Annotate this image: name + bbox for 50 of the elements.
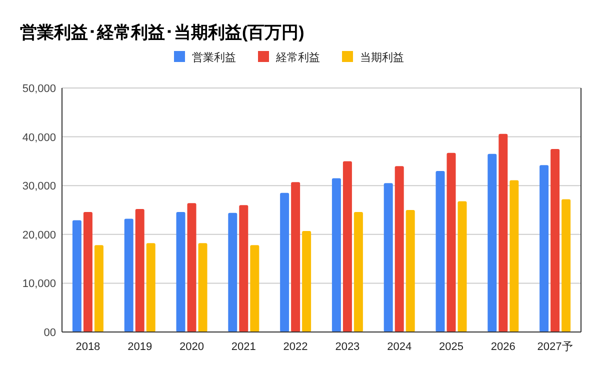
bar [187, 203, 196, 332]
x-tick-label: 2018 [76, 341, 100, 353]
y-tick-label: 50,000 [22, 83, 56, 95]
x-tick-label: 2022 [283, 341, 308, 353]
x-tick-label: 2025 [439, 341, 464, 353]
bar [94, 245, 104, 332]
bar [562, 199, 571, 332]
bar [510, 180, 519, 332]
x-tick-label: 2026 [490, 341, 516, 353]
bar [446, 152, 456, 332]
bar [550, 149, 560, 332]
legend-label: 経常利益 [275, 51, 320, 64]
bar [198, 243, 208, 332]
legend-label: 営業利益 [192, 51, 236, 64]
bar [72, 220, 82, 332]
x-tick-label: 2023 [335, 341, 360, 353]
bar [342, 161, 352, 332]
legend-label: 当期利益 [360, 51, 404, 64]
y-tick-label: 00 [44, 327, 56, 339]
chart-title: 営業利益･経常利益･当期利益(百万円) [20, 23, 304, 42]
bar [176, 212, 186, 332]
y-tick-label: 30,000 [22, 180, 56, 193]
bar [280, 192, 290, 332]
bar [332, 178, 341, 332]
x-tick-label: 2021 [231, 341, 256, 353]
bar [250, 245, 260, 332]
y-tick-label: 20,000 [22, 229, 56, 242]
bar [239, 205, 248, 332]
bar [302, 230, 312, 332]
bar [291, 182, 300, 332]
bar [498, 134, 508, 332]
bar [458, 201, 467, 332]
bar [384, 183, 393, 332]
bar [406, 210, 415, 332]
bar [135, 209, 144, 332]
y-tick-label: 40,000 [22, 132, 56, 144]
bar [124, 218, 134, 332]
bar [394, 166, 404, 332]
x-tick-label: 2020 [180, 341, 204, 353]
bar [436, 170, 445, 332]
bar [83, 212, 92, 332]
bar [228, 212, 238, 332]
x-tick-label: 2019 [128, 341, 152, 353]
bar [540, 165, 549, 332]
bar [488, 154, 497, 332]
bar [146, 243, 156, 332]
bar [354, 212, 363, 332]
x-tick-label: 2027予 [537, 341, 573, 353]
y-tick-label: 10,000 [22, 278, 56, 290]
x-tick-label: 2024 [387, 341, 412, 353]
